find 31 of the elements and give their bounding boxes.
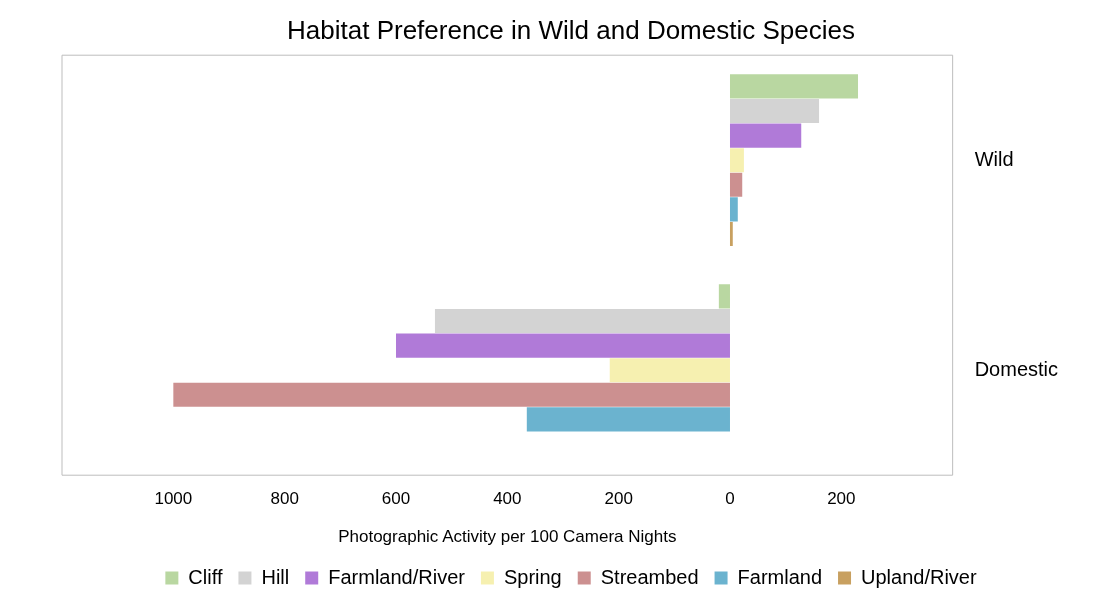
bar [395, 333, 730, 358]
legend-label: Cliff [188, 565, 223, 588]
bar [729, 148, 744, 173]
bar [434, 308, 730, 334]
x-tick-label: 400 [493, 489, 522, 509]
legend-label: Farmland [737, 565, 823, 588]
bar [729, 197, 738, 222]
x-tick-label: 0 [725, 489, 735, 509]
bar [173, 382, 730, 407]
legend-label: Spring [503, 565, 562, 588]
x-tick-label: 800 [270, 489, 299, 509]
legend-label: Streambed [600, 565, 699, 588]
bar [729, 221, 733, 247]
bar [526, 407, 730, 432]
chart-title: Habitat Preference in Wild and Domestic Species [287, 14, 855, 45]
x-tick-label: 200 [604, 489, 633, 509]
bar [729, 123, 802, 148]
x-tick-label: 200 [827, 489, 856, 509]
x-tick-label: 1000 [154, 489, 193, 509]
y-tick-label: Wild [974, 147, 1014, 170]
x-tick-label: 600 [381, 489, 411, 509]
bar [729, 74, 859, 99]
bar [609, 358, 730, 383]
y-tick-label: Domestic [974, 357, 1059, 380]
x-axis-title: Photographic Activity per 100 Camera Nights [338, 527, 677, 547]
bar [729, 172, 743, 197]
legend-label: Upland/River [861, 565, 977, 588]
legend-label: Hill [261, 565, 290, 588]
bar [729, 98, 820, 124]
legend-label: Farmland/River [328, 565, 466, 588]
bar [718, 284, 730, 309]
